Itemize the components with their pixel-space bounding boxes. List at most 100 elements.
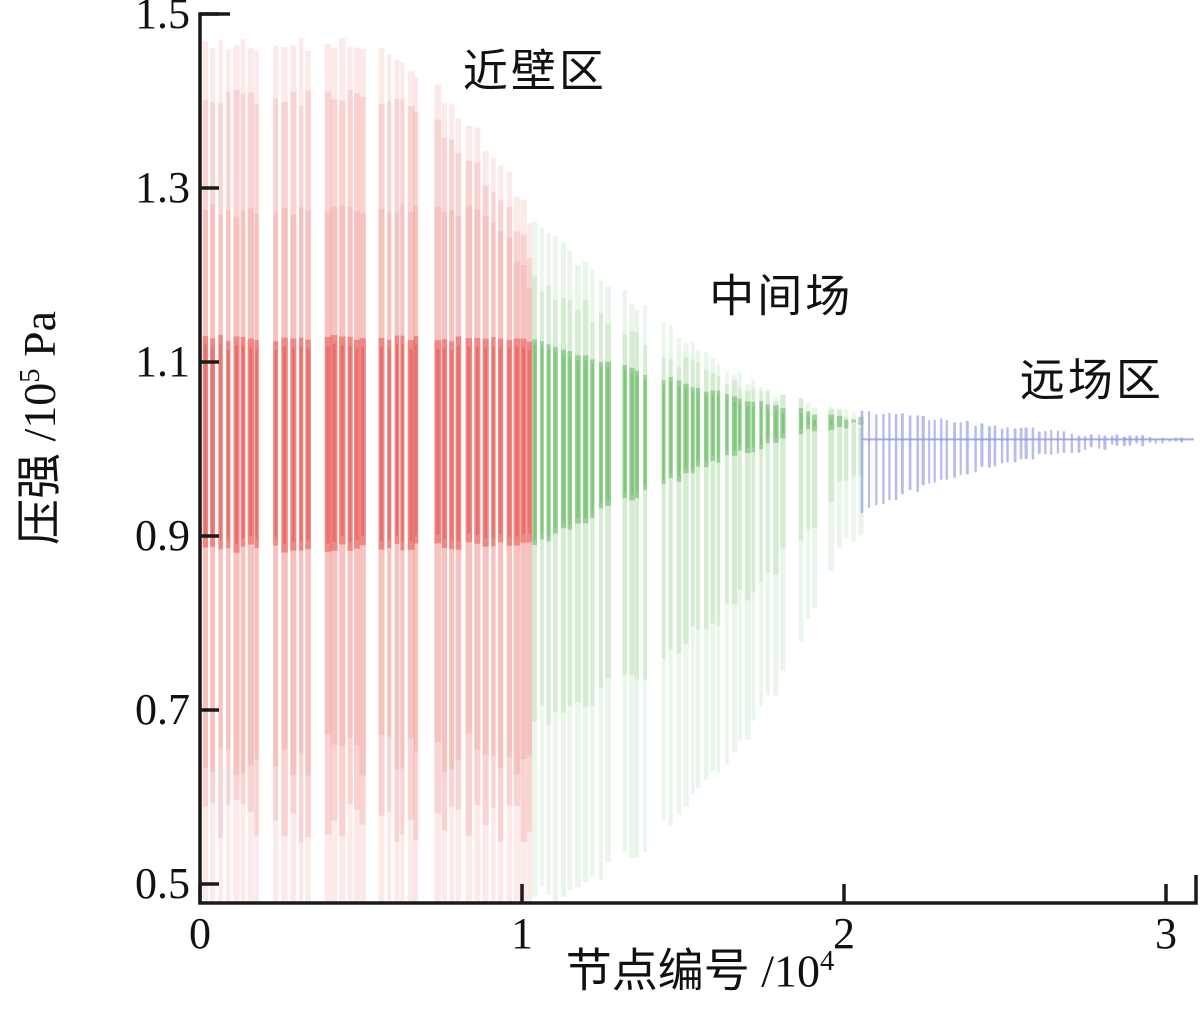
stripe — [546, 285, 551, 725]
stripe — [766, 409, 769, 438]
stripe — [582, 355, 589, 524]
stripe — [643, 375, 648, 491]
stripe — [506, 207, 513, 806]
stripe — [836, 416, 843, 427]
stripe — [290, 45, 297, 904]
stripe — [218, 103, 223, 839]
stripe — [622, 334, 627, 675]
stripe — [828, 409, 835, 571]
stripe — [378, 338, 385, 550]
stripe — [273, 45, 279, 904]
stripe — [710, 373, 716, 624]
mid-field-stripes — [532, 221, 864, 903]
stripe — [347, 206, 353, 738]
stripe — [497, 338, 504, 543]
stripe — [836, 408, 843, 549]
stripe — [668, 358, 673, 650]
stripe — [643, 305, 648, 853]
stripe — [506, 172, 513, 904]
x-axis-label: 节点编号 /104 — [566, 947, 835, 994]
stripe — [455, 118, 462, 904]
stripe — [497, 200, 504, 842]
stripe — [703, 352, 709, 781]
stripe — [407, 71, 415, 904]
stripe — [553, 299, 558, 712]
stripe — [324, 91, 332, 835]
stripe — [726, 399, 728, 450]
y-axis-label-unit: Pa — [14, 310, 66, 369]
stripe — [281, 47, 288, 904]
stripe — [676, 367, 682, 654]
stripe — [811, 414, 818, 432]
y-tick-label: 1.1 — [135, 337, 190, 386]
stripe — [281, 208, 288, 750]
stripe — [240, 210, 246, 774]
stripe — [218, 214, 223, 749]
stripe — [441, 103, 448, 904]
stripe — [540, 341, 544, 540]
stripe — [273, 212, 279, 767]
stripe — [759, 391, 763, 582]
stripe — [622, 365, 627, 499]
stripe — [292, 347, 295, 542]
stripe — [731, 396, 738, 456]
stripe — [844, 416, 849, 481]
x-tick-label: 0 — [189, 909, 211, 958]
stripe — [218, 39, 223, 904]
stripe — [401, 344, 404, 542]
stripe — [299, 337, 304, 551]
stripe — [690, 387, 695, 474]
stripe — [441, 212, 448, 773]
stripe — [605, 323, 611, 678]
stripe — [359, 49, 366, 904]
region-label-mid-field: 中间场 — [709, 271, 854, 322]
stripe — [690, 341, 695, 795]
stripe — [560, 297, 566, 713]
stripe — [668, 377, 673, 479]
stripe — [254, 51, 259, 904]
stripe — [465, 205, 473, 734]
stripe — [300, 346, 303, 542]
x-tick-label: 2 — [833, 909, 855, 958]
stripe — [716, 376, 721, 626]
stripe — [413, 336, 419, 544]
stripe — [759, 401, 763, 450]
stripe — [532, 339, 537, 545]
stripe — [806, 410, 811, 530]
stripe — [491, 157, 496, 904]
stripe — [413, 205, 419, 753]
stripe — [774, 410, 778, 438]
stripe — [576, 360, 580, 519]
stripe — [683, 357, 689, 644]
stripe — [765, 389, 770, 695]
stripe — [567, 250, 573, 891]
stripe — [240, 39, 246, 904]
stripe — [635, 370, 639, 499]
stripe — [605, 361, 611, 506]
stripe — [395, 344, 398, 536]
stripe — [359, 96, 366, 825]
stripe — [339, 38, 346, 904]
stripe — [526, 288, 533, 756]
stripe — [226, 210, 231, 749]
stripe — [746, 406, 749, 448]
stripe — [773, 396, 779, 696]
stripe — [744, 390, 751, 601]
stripe — [210, 204, 216, 772]
stripe — [515, 347, 519, 537]
stripe — [467, 346, 471, 534]
stripe — [575, 309, 581, 702]
stripe — [703, 369, 709, 629]
stripe — [407, 340, 415, 550]
stripe — [798, 398, 804, 541]
stripe — [361, 346, 365, 537]
stripe — [751, 379, 756, 721]
stripe — [353, 339, 360, 549]
stripe — [492, 345, 495, 538]
axes — [198, 12, 1198, 905]
stripe — [400, 99, 405, 835]
stripe — [326, 345, 330, 544]
stripe — [254, 213, 259, 760]
stripe — [765, 391, 770, 573]
stripe — [575, 355, 581, 524]
